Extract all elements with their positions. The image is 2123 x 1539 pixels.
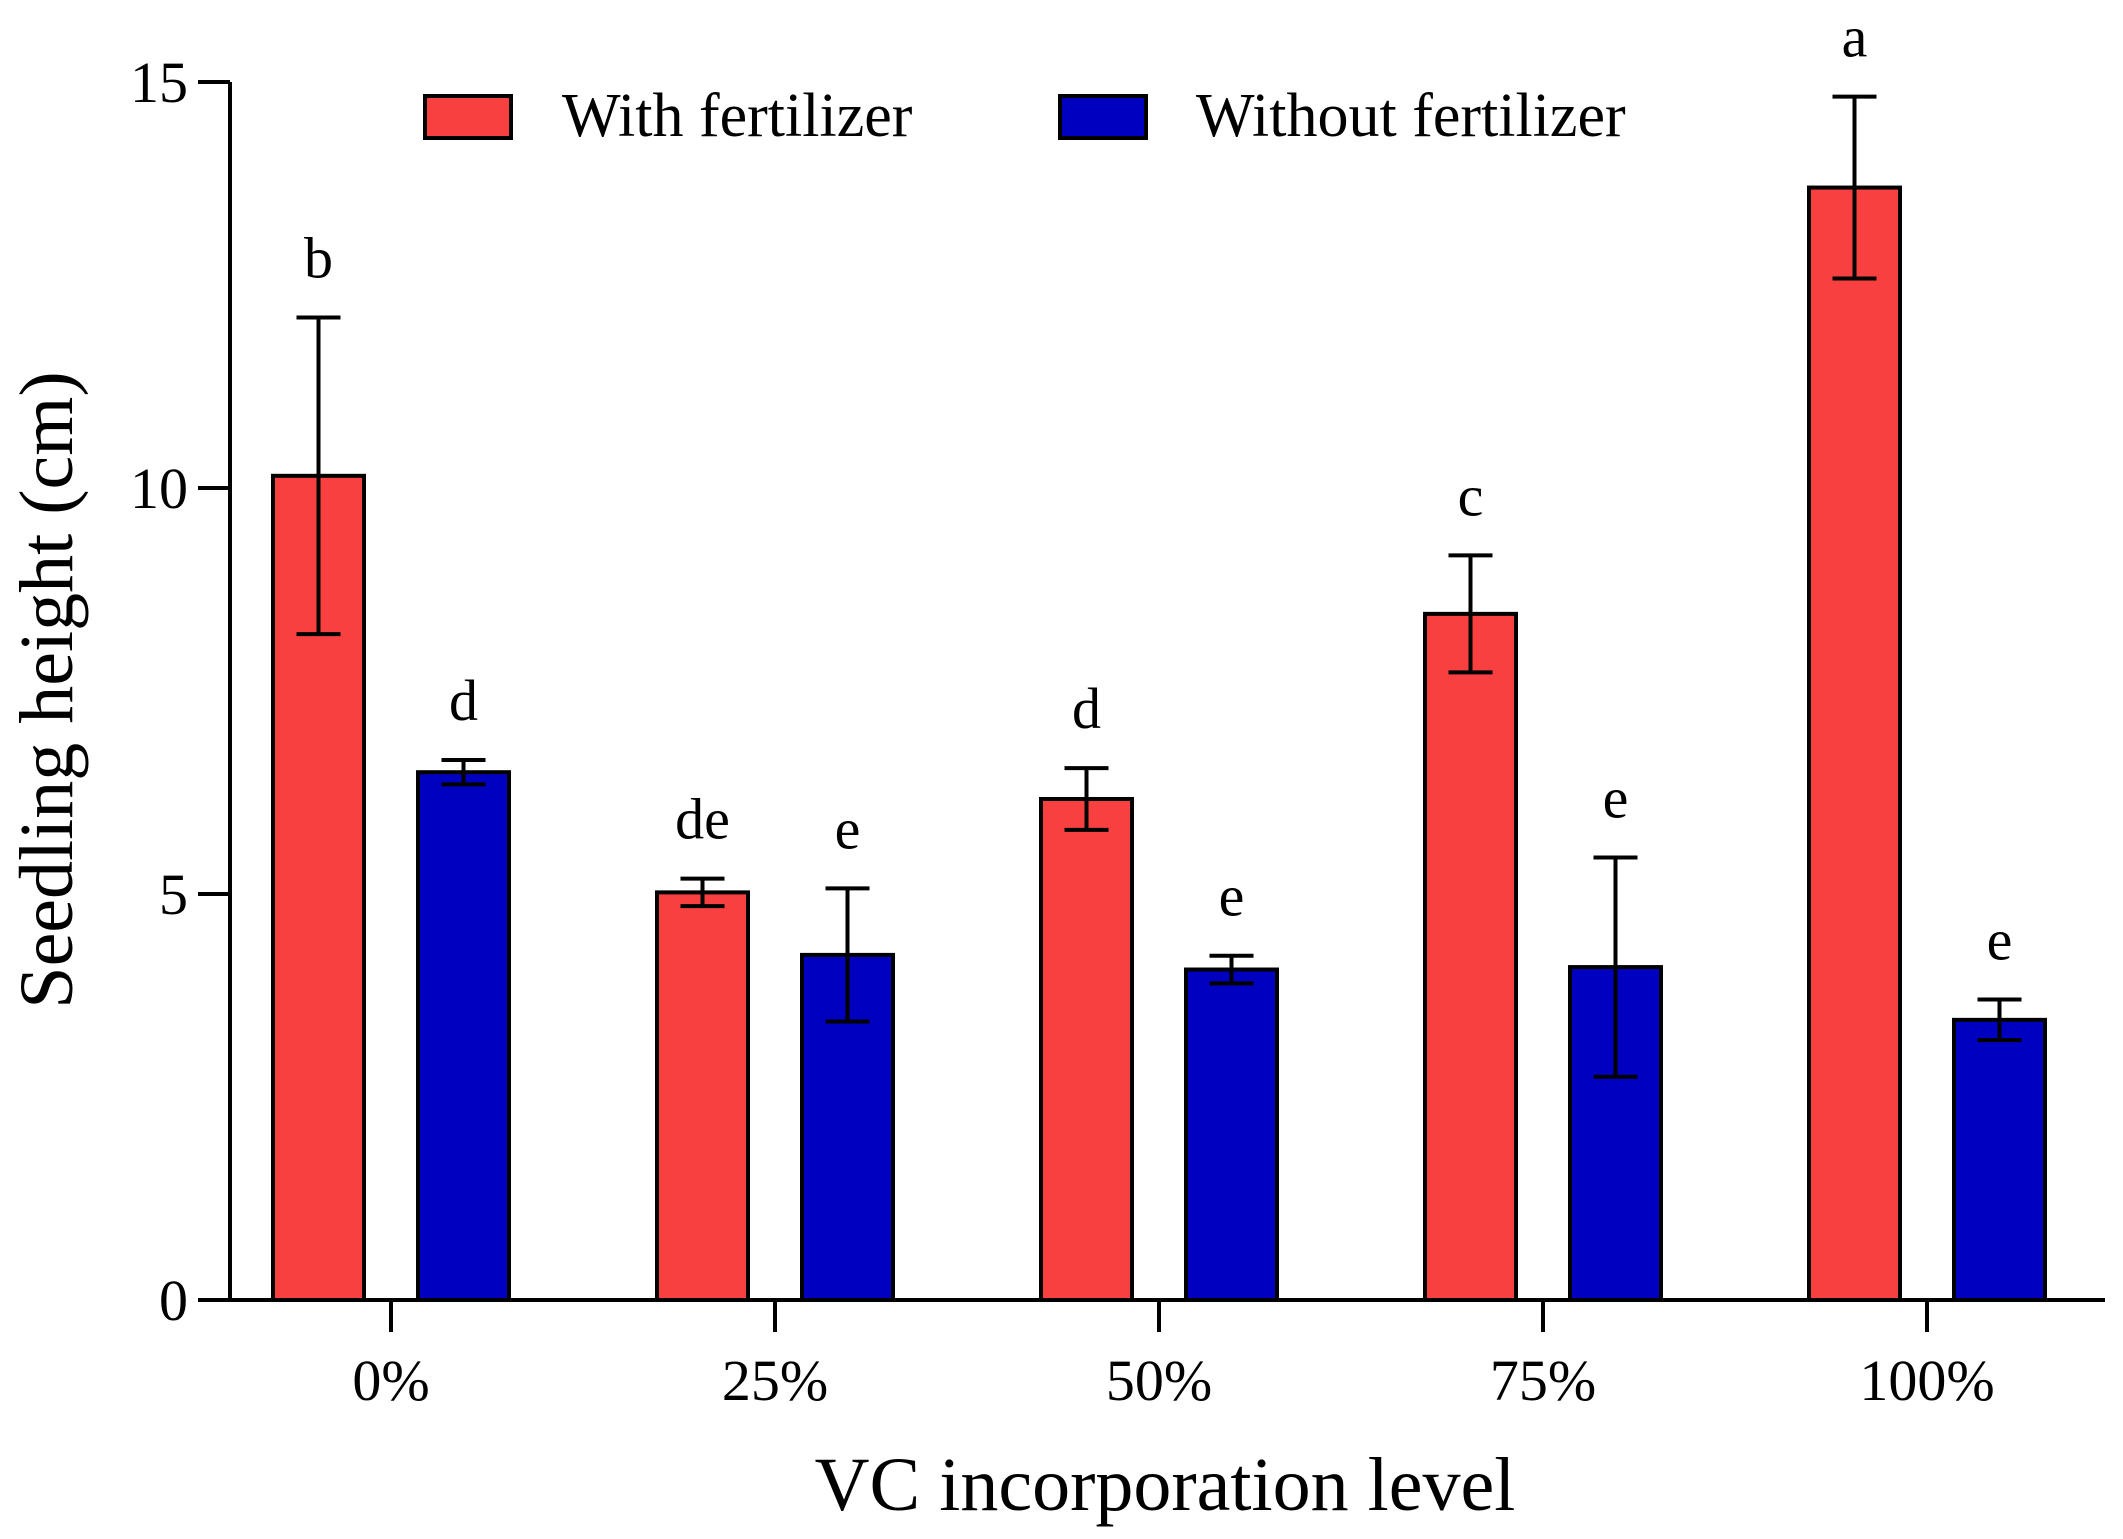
x-axis-title: VC incorporation level [815, 1443, 1516, 1527]
legend-swatch [423, 94, 513, 140]
bar-without-fertilizer [1184, 967, 1279, 1302]
significance-letter: e [1219, 864, 1245, 929]
significance-letter: d [1072, 676, 1101, 741]
y-tick-label: 0 [159, 1268, 188, 1333]
bar-with-fertilizer [1807, 185, 1902, 1302]
y-axis-title: Seedling height (cm) [5, 371, 89, 1008]
x-tick-label: 100% [1859, 1348, 1994, 1413]
significance-letter: e [1987, 908, 2013, 973]
y-tick-label: 10 [130, 456, 188, 521]
significance-letter: a [1842, 5, 1868, 70]
x-tick-label: 75% [1490, 1348, 1596, 1413]
x-tick-label: 25% [722, 1348, 828, 1413]
significance-letter: d [449, 668, 478, 733]
legend: With fertilizer Without fertilizer [423, 82, 1626, 150]
x-tick-label: 0% [352, 1348, 429, 1413]
x-axis: 0% 25% 50% 75% 100% [230, 1298, 2105, 1413]
legend-label: Without fertilizer [1196, 82, 1626, 150]
bar-without-fertilizer [416, 770, 511, 1302]
y-axis: 0 5 10 15 [130, 50, 232, 1333]
significance-letter: de [675, 787, 730, 852]
y-tick-label: 5 [159, 862, 188, 927]
significance-letter: e [835, 796, 861, 861]
legend-swatch [1058, 94, 1148, 140]
bar-with-fertilizer [1423, 611, 1518, 1302]
x-tick-label: 50% [1106, 1348, 1212, 1413]
legend-label: With fertilizer [562, 82, 913, 150]
bar-with-fertilizer [1039, 796, 1134, 1302]
y-tick-label: 15 [130, 50, 188, 115]
significance-letter: c [1458, 463, 1484, 528]
significance-letter: b [304, 225, 333, 290]
bar-without-fertilizer [1952, 1017, 2047, 1302]
significance-letter: e [1603, 765, 1629, 830]
bar-with-fertilizer [655, 890, 750, 1302]
